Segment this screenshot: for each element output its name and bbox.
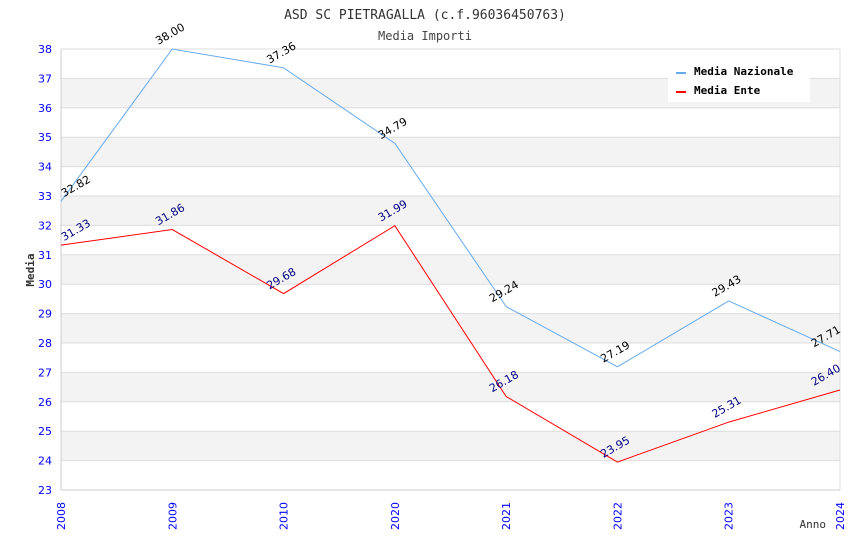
data-label: 38.00 <box>153 21 187 48</box>
chart-title: ASD SC PIETRAGALLA (c.f.96036450763) <box>284 8 566 23</box>
x-tick-label: 2008 <box>55 502 68 530</box>
chart-subtitle: Media Importi <box>378 29 472 43</box>
grid-band <box>61 254 840 285</box>
legend-swatch-nazionale <box>676 72 686 74</box>
legend: Media Nazionale Media Ente <box>668 58 810 102</box>
y-tick-label: 38 <box>38 43 52 56</box>
y-tick-label: 29 <box>38 308 52 321</box>
x-tick-label: 2021 <box>500 502 513 530</box>
grid-band <box>61 196 840 226</box>
x-tick-label: 2022 <box>611 502 624 530</box>
x-tick-label: 2010 <box>278 502 291 530</box>
y-tick-label: 33 <box>38 190 52 203</box>
y-tick-label: 34 <box>38 161 52 174</box>
y-tick-label: 32 <box>38 219 52 232</box>
y-tick-label: 30 <box>38 278 52 291</box>
series-line-ente <box>60 225 841 463</box>
y-tick-label: 37 <box>38 72 52 85</box>
x-tick-label: 2009 <box>166 502 179 530</box>
y-axis-label: Media <box>24 253 37 286</box>
legend-label-nazionale: Media Nazionale <box>694 65 794 78</box>
y-tick-label: 25 <box>38 425 52 438</box>
y-tick-label: 27 <box>38 366 52 379</box>
x-tick-label: 2024 <box>834 502 847 530</box>
y-tick-label: 31 <box>38 249 52 262</box>
data-label: 37.36 <box>265 39 299 66</box>
legend-label-ente: Media Ente <box>694 84 761 97</box>
legend-swatch-ente <box>676 91 686 93</box>
y-tick-label: 36 <box>38 102 52 115</box>
y-tick-label: 23 <box>38 484 52 497</box>
grid-band <box>61 137 840 167</box>
x-tick-label: 2023 <box>723 502 736 530</box>
grid-band <box>61 313 840 343</box>
x-axis-label: Anno <box>800 518 827 531</box>
y-tick-label: 28 <box>38 337 52 350</box>
grid-band <box>61 372 840 402</box>
y-tick-label: 35 <box>38 131 52 144</box>
grid-band <box>61 431 840 461</box>
y-tick-label: 24 <box>38 455 52 468</box>
series-line-nazionale <box>60 48 841 368</box>
y-tick-label: 26 <box>38 396 52 409</box>
x-tick-label: 2020 <box>389 502 402 530</box>
